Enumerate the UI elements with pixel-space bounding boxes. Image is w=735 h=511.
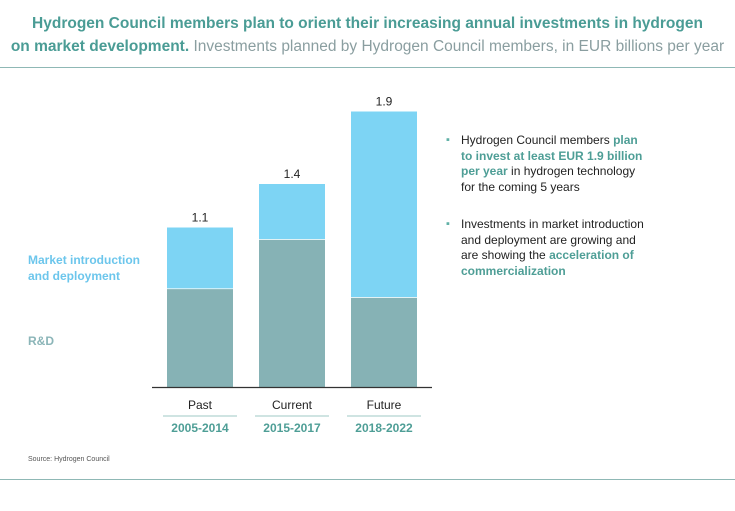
legend-market-line1: Market introduction xyxy=(28,253,141,267)
bar-rd-current xyxy=(259,239,325,387)
note-2: ▪ Investments in market introduction and d… xyxy=(446,217,716,279)
bottom-divider xyxy=(0,479,735,480)
bullet-icon: ▪ xyxy=(446,134,450,146)
chart-subtitle: Investments planned by Hydrogen Council … xyxy=(189,38,725,55)
legend-market-line2: and deployment xyxy=(28,269,121,283)
legend-market: Market introduction and deployment xyxy=(28,252,140,284)
note-highlight: per year xyxy=(461,164,508,178)
bullet-icon: ▪ xyxy=(446,218,450,230)
bar-market-current xyxy=(259,184,325,240)
title-line1: Hydrogen Council members plan to orient … xyxy=(32,15,703,32)
notes-panel: ▪ Hydrogen Council members plan to invest … xyxy=(446,133,716,294)
source-note: Source: Hydrogen Council xyxy=(28,456,110,463)
note-text: and deployment are growing and xyxy=(461,232,636,247)
note-1: ▪ Hydrogen Council members plan to invest … xyxy=(446,133,716,195)
category-label-past: Past xyxy=(188,398,213,412)
total-label-past: 1.1 xyxy=(192,211,209,225)
note-highlight: commercialization xyxy=(461,263,566,278)
total-label-current: 1.4 xyxy=(284,167,301,181)
note-highlight: acceleration of xyxy=(549,248,634,262)
legend-rd: R&D xyxy=(28,334,54,348)
bar-market-future xyxy=(351,111,417,298)
top-divider xyxy=(0,67,735,68)
note-text: are showing the xyxy=(461,248,550,262)
category-label-current: Current xyxy=(272,398,313,412)
category-label-future: Future xyxy=(367,398,402,412)
total-label-future: 1.9 xyxy=(376,95,393,109)
note-text: in hydrogen technology xyxy=(507,164,636,178)
title-line2: on market development. xyxy=(10,38,190,55)
bar-market-past xyxy=(167,227,233,289)
note-highlight: plan xyxy=(613,133,638,147)
bar-rd-future xyxy=(351,297,417,387)
note-text: for the coming 5 years xyxy=(461,179,580,194)
bar-rd-past xyxy=(167,288,233,387)
period-label-future: 2018-2022 xyxy=(355,421,413,435)
note-text: Hydrogen Council members xyxy=(461,133,614,147)
period-label-current: 2015-2017 xyxy=(263,421,321,435)
chart-title: Hydrogen Council members plan to orient … xyxy=(0,12,735,58)
note-highlight: to invest at least EUR 1.9 billion xyxy=(461,148,643,163)
period-label-past: 2005-2014 xyxy=(171,421,229,435)
note-text: Investments in market introduction xyxy=(461,217,644,231)
